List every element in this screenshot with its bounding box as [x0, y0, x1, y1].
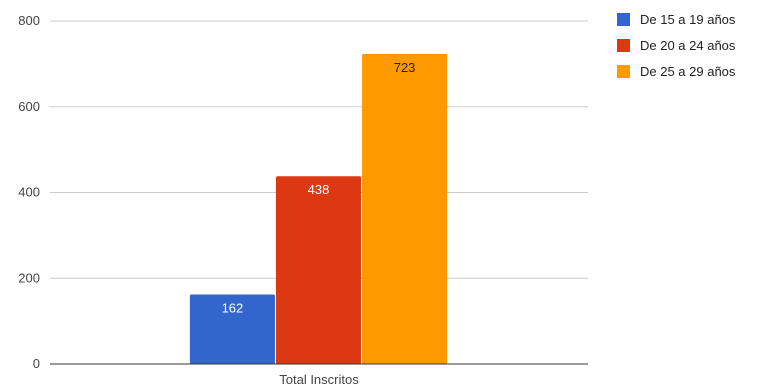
data-label: 162 — [222, 301, 244, 316]
y-tick-label: 0 — [33, 356, 40, 371]
legend-label: De 15 a 19 años — [640, 12, 736, 27]
y-tick-label: 200 — [18, 270, 40, 285]
legend-swatch — [617, 39, 630, 52]
y-tick-label: 400 — [18, 185, 40, 200]
bar[interactable] — [362, 54, 448, 365]
x-category-label: Total Inscritos — [279, 372, 359, 385]
legend: De 15 a 19 años De 20 a 24 años De 25 a 29… — [617, 12, 736, 79]
bar[interactable] — [275, 176, 362, 364]
bars: 162 438 723 — [189, 54, 448, 365]
data-label: 438 — [308, 182, 330, 197]
legend-label: De 20 a 24 años — [640, 38, 736, 53]
legend-swatch — [617, 13, 630, 26]
x-axis: Total Inscritos — [50, 363, 588, 385]
y-tick-label: 600 — [18, 99, 40, 114]
y-axis: 0 200 400 600 800 — [18, 13, 40, 371]
data-label: 723 — [394, 60, 416, 75]
legend-swatch — [617, 65, 630, 78]
bar[interactable] — [189, 294, 275, 364]
legend-label: De 25 a 29 años — [640, 64, 736, 79]
y-tick-label: 800 — [18, 13, 40, 28]
